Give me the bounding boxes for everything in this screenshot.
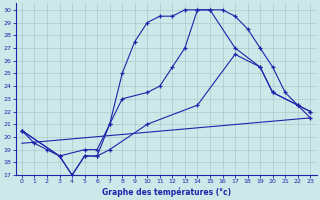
- X-axis label: Graphe des températures (°c): Graphe des températures (°c): [101, 187, 231, 197]
